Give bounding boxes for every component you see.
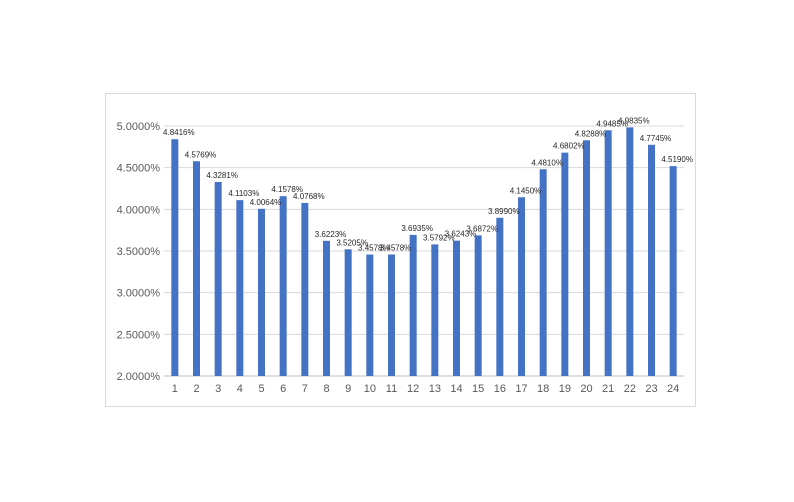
- data-label: 4.4810%: [531, 158, 563, 167]
- bar: [279, 196, 287, 376]
- data-label: 3.4578%: [358, 244, 390, 253]
- data-label: 4.9485%: [596, 119, 628, 128]
- data-label: 4.9835%: [618, 116, 650, 125]
- x-tick-label: 6: [280, 383, 286, 395]
- data-label: 3.6872%: [466, 224, 498, 233]
- x-tick-label: 14: [450, 383, 462, 395]
- bar: [626, 127, 634, 376]
- x-tick-label: 19: [559, 383, 571, 395]
- bar: [648, 144, 655, 376]
- y-tick-label: 4.5000%: [117, 163, 161, 175]
- bar: [323, 240, 330, 376]
- y-tick-label: 5.0000%: [117, 121, 161, 133]
- bar: [496, 217, 504, 376]
- data-labels: 4.8416% 4.5769% 4.3281% 4.1103%4.0064% 4.157…: [163, 116, 693, 252]
- x-tick-label: 21: [602, 383, 614, 395]
- x-tick-label: 23: [645, 383, 657, 395]
- data-label: 3.5205%: [336, 238, 368, 247]
- x-tick-label: 1: [172, 383, 178, 395]
- x-tick-label: 3: [215, 383, 221, 395]
- x-tick-label: 10: [364, 383, 376, 395]
- data-label: 4.5769%: [185, 150, 217, 159]
- data-label: 3.6223%: [315, 230, 347, 239]
- bar: [301, 202, 309, 376]
- x-tick-label: 13: [429, 383, 441, 395]
- data-label: 3.8990%: [488, 207, 520, 216]
- data-label: 4.7745%: [640, 134, 672, 143]
- y-tick-label: 3.5000%: [117, 246, 161, 258]
- data-label: 4.6802%: [553, 142, 585, 151]
- data-label: 4.1103%: [228, 189, 259, 198]
- y-tick-label: 2.5000%: [117, 329, 161, 341]
- x-tick-label: 17: [515, 383, 527, 395]
- x-tick-label: 15: [472, 383, 484, 395]
- bar: [518, 197, 525, 376]
- x-tick-label: 11: [386, 383, 397, 395]
- bar-chart: 2.0000% 2.5000% 3.0000% 3.5000% 4.0000% 4.500…: [117, 116, 693, 395]
- data-label: 3.6935%: [401, 224, 433, 233]
- bar: [561, 152, 569, 376]
- data-label: 3.4578%: [380, 244, 412, 253]
- x-axis-ticks: 1 2 3 4 5 6 7 8 9 10 11 12 13 14 15 16 17 18 19 20 21 22 23 24: [172, 383, 680, 395]
- bar: [388, 254, 395, 376]
- gridlines: [164, 125, 684, 377]
- bar: [409, 234, 417, 376]
- y-axis-ticks: 2.0000% 2.5000% 3.0000% 3.5000% 4.0000% 4.500…: [117, 121, 161, 383]
- data-label: 4.8416%: [163, 128, 195, 137]
- x-tick-label: 12: [407, 383, 419, 395]
- bar: [453, 240, 460, 376]
- y-tick-label: 4.0000%: [117, 204, 161, 216]
- data-label: 4.0064%: [250, 198, 282, 207]
- x-tick-label: 2: [193, 383, 199, 395]
- bar: [258, 208, 265, 376]
- bar: [474, 235, 482, 376]
- bar: [344, 249, 352, 376]
- data-label: 4.8288%: [575, 129, 607, 138]
- data-label: 4.5190%: [661, 155, 693, 164]
- data-label: 4.1450%: [510, 186, 542, 195]
- x-tick-label: 16: [494, 383, 506, 395]
- x-tick-label: 9: [345, 383, 351, 395]
- data-label: 3.6243%: [445, 230, 477, 239]
- x-tick-label: 7: [302, 383, 308, 395]
- y-tick-label: 2.0000%: [117, 371, 161, 383]
- chart-frame: 2.0000% 2.5000% 3.0000% 3.5000% 4.0000% 4.500…: [105, 93, 696, 407]
- bar: [236, 200, 244, 376]
- data-label: 3.5792%: [423, 233, 455, 242]
- bar: [193, 161, 200, 376]
- bar: [669, 166, 677, 376]
- x-tick-label: 24: [667, 383, 679, 395]
- data-label: 4.1578%: [271, 185, 303, 194]
- bar: [604, 130, 612, 376]
- x-tick-label: 22: [624, 383, 636, 395]
- data-label: 4.3281%: [206, 171, 238, 180]
- bar: [366, 254, 374, 376]
- x-tick-label: 8: [323, 383, 329, 395]
- bar: [214, 181, 222, 376]
- bars: [171, 127, 677, 376]
- y-tick-label: 3.0000%: [117, 288, 161, 300]
- x-tick-label: 18: [537, 383, 549, 395]
- bar: [539, 169, 547, 376]
- bar: [431, 244, 439, 376]
- x-tick-label: 4: [237, 383, 243, 395]
- x-tick-label: 5: [258, 383, 264, 395]
- bar: [171, 139, 179, 376]
- bar: [583, 140, 590, 376]
- data-label: 4.0768%: [293, 192, 325, 201]
- x-tick-label: 20: [580, 383, 592, 395]
